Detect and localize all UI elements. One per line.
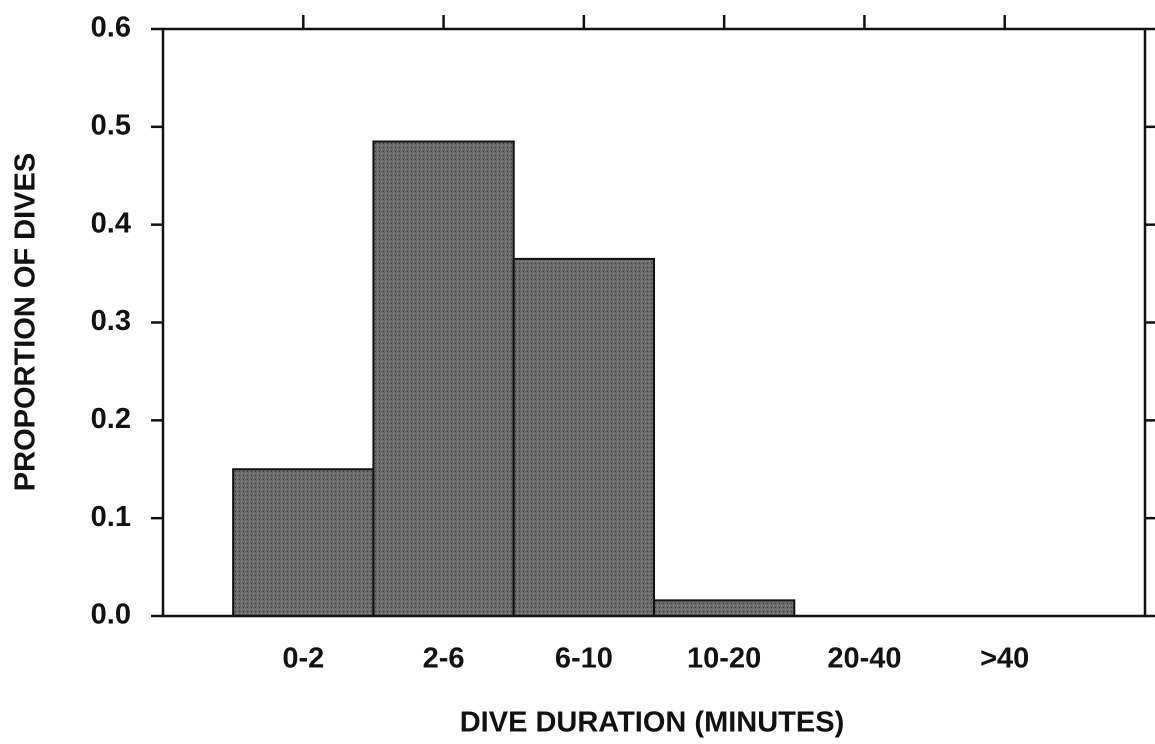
x-tick-label: 0-2 — [282, 643, 324, 675]
y-tick-label: 0.6 — [91, 12, 131, 44]
y-tick-label: 0.3 — [91, 305, 131, 337]
bar — [372, 140, 515, 617]
y-tick-label: 0.4 — [91, 207, 131, 239]
y-tick-label: 0.5 — [91, 109, 131, 141]
x-tick-label: 20-40 — [827, 643, 901, 675]
y-tick-label: 0.1 — [91, 501, 131, 533]
bar — [232, 468, 375, 617]
y-tick-label: 0.2 — [91, 403, 131, 435]
x-tick-label: >40 — [980, 643, 1029, 675]
bar — [512, 257, 656, 617]
x-tick-label: 6-10 — [555, 643, 613, 675]
x-tick-label: 2-6 — [423, 643, 465, 675]
bar — [653, 599, 796, 618]
y-axis-title: PROPORTION OF DIVES — [10, 153, 42, 491]
y-tick-label: 0.0 — [91, 599, 131, 631]
x-tick-label: 10-20 — [687, 643, 761, 675]
x-axis-title: DIVE DURATION (MINUTES) — [460, 707, 845, 739]
